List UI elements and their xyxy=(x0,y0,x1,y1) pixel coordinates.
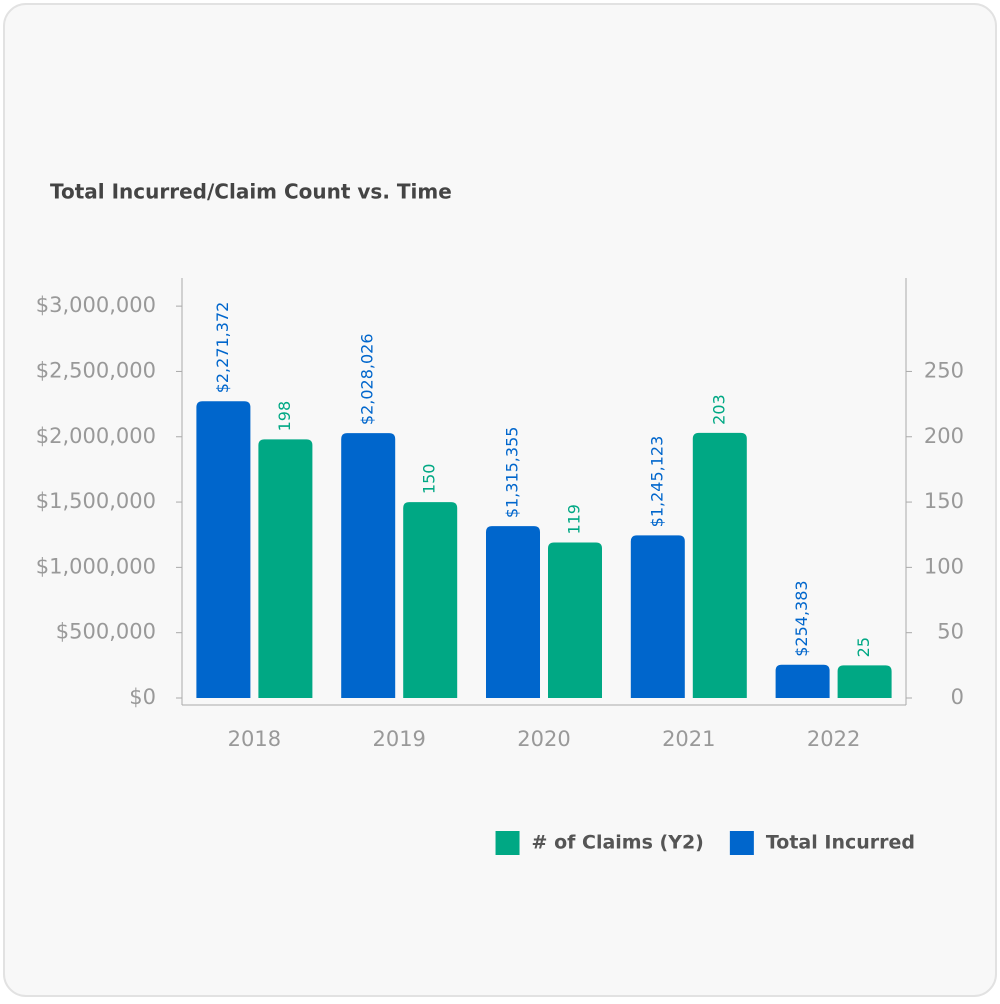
y-tick-label: $500,000 xyxy=(56,620,156,644)
value-label: 119 xyxy=(565,504,584,535)
y2-tick-label: 150 xyxy=(924,489,964,513)
bar xyxy=(341,433,396,698)
value-label: $1,245,123 xyxy=(647,436,666,528)
y-tick-label: $1,000,000 xyxy=(36,554,156,578)
y2-tick-label: 100 xyxy=(924,554,964,578)
value-label: 25 xyxy=(854,637,873,657)
x-tick-label: 2018 xyxy=(228,727,281,751)
bar xyxy=(403,502,458,698)
legend-label: # of Claims (Y2) xyxy=(532,832,704,854)
x-tick-label: 2020 xyxy=(517,727,570,751)
y2-tick-label: 50 xyxy=(937,620,964,644)
y-tick-label: $2,500,000 xyxy=(36,358,156,382)
value-label: 203 xyxy=(709,394,728,425)
card xyxy=(3,3,997,997)
y-tick-label: $3,000,000 xyxy=(36,293,156,317)
bar xyxy=(196,401,251,698)
bar xyxy=(548,542,602,698)
value-label: 198 xyxy=(275,401,294,432)
y-tick-label: $0 xyxy=(129,685,156,709)
bar xyxy=(837,665,892,698)
y2-tick-label: 200 xyxy=(924,424,964,448)
legend-label: Total Incurred xyxy=(766,832,915,854)
bar xyxy=(258,439,313,698)
bar xyxy=(486,526,540,698)
y2-tick-label: 250 xyxy=(924,358,964,382)
bar xyxy=(692,432,747,698)
x-tick-label: 2022 xyxy=(807,727,860,751)
bar xyxy=(775,664,830,698)
value-label: 150 xyxy=(420,464,439,495)
x-tick-label: 2021 xyxy=(662,727,715,751)
y2-tick-label: 0 xyxy=(951,685,964,709)
value-label: $1,315,355 xyxy=(503,427,522,519)
value-label: $2,028,026 xyxy=(358,333,377,425)
legend-swatch xyxy=(495,831,520,855)
x-tick-label: 2019 xyxy=(372,727,425,751)
legend-swatch xyxy=(729,831,754,855)
value-label: $254,383 xyxy=(792,580,811,656)
y-tick-label: $1,500,000 xyxy=(36,489,156,513)
value-label: $2,271,372 xyxy=(213,302,232,394)
y-tick-label: $2,000,000 xyxy=(36,424,156,448)
bar xyxy=(630,535,685,698)
chart-title: Total Incurred/Claim Count vs. Time xyxy=(50,180,452,204)
